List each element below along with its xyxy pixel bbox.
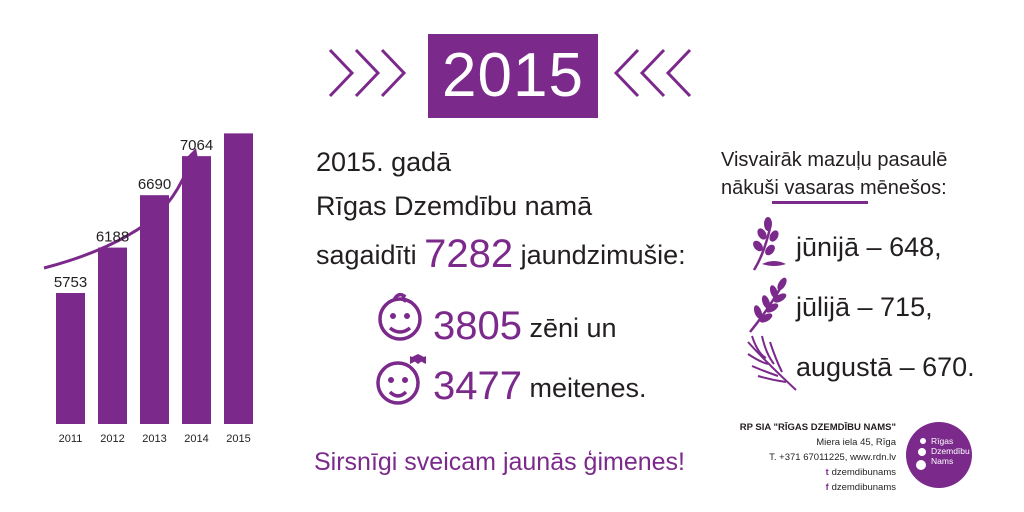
bar-2013: [140, 195, 169, 424]
girls-stat: 3477 meitenes.: [433, 364, 647, 409]
heading-underline: [772, 201, 868, 204]
logo-text: Rīgas Dzemdību Nams: [931, 436, 970, 466]
x-tick-2013: 2013: [142, 433, 166, 445]
boys-text: zēni un: [529, 313, 617, 343]
wheat-icon: [744, 276, 794, 341]
rdn-logo: Rīgas Dzemdību Nams: [906, 422, 972, 488]
month-july: jūlijā – 715,: [796, 292, 933, 322]
bar-2011: [56, 293, 85, 424]
births-bar-chart: 57536188669070647282 2011201220132014201…: [43, 133, 253, 445]
summary-line-2: Rīgas Dzemdību namā: [316, 191, 593, 221]
lavender-icon: [744, 214, 792, 279]
month-august: augustā – 670.: [796, 352, 975, 382]
boys-number: 3805: [433, 304, 522, 348]
baby-girl-face-icon: [372, 352, 428, 411]
footer-org: RP SIA "RĪGAS DZEMDĪBU NAMS": [739, 422, 896, 433]
summer-heading-1: Visvairāk mazuļu pasaulē: [721, 149, 948, 171]
footer-address: Miera iela 45, Rīga: [816, 437, 896, 448]
summary-prefix: sagaidīti: [316, 240, 417, 270]
summary-line-1: 2015. gadā: [316, 147, 452, 177]
x-tick-2012: 2012: [100, 433, 124, 445]
footer-facebook[interactable]: f dzemdibunams: [736, 480, 896, 495]
facebook-icon: f: [825, 482, 829, 492]
slogan: Sirsnīgi sveicam jaunās ģimenes!: [314, 448, 685, 476]
girls-number: 3477: [433, 364, 522, 408]
bar-2014: [182, 156, 211, 424]
x-tick-2015: 2015: [226, 433, 250, 445]
x-tick-2011: 2011: [59, 433, 83, 445]
twitter-handle: dzemdibunams: [831, 467, 896, 478]
summer-heading-2: nākuši vasaras mēnešos:: [721, 177, 947, 199]
chevron-right-decor-icon: [326, 42, 412, 104]
wheat-icon: [744, 332, 800, 399]
trend-arrow-head: [182, 148, 200, 170]
boys-stat: 3805 zēni un: [433, 304, 617, 349]
footer-twitter[interactable]: t dzemdibunams: [736, 465, 896, 480]
twitter-icon: t: [825, 467, 829, 477]
total-births-number: 7282: [424, 232, 514, 276]
footer-contact: RP SIA "RĪGAS DZEMDĪBU NAMS" Miera iela …: [736, 420, 896, 495]
value-label-2012: 6188: [96, 229, 129, 246]
summary-suffix: jaundzimušie:: [520, 240, 686, 270]
value-label-2011: 5753: [54, 274, 87, 291]
facebook-handle: dzemdibunams: [831, 482, 896, 493]
chevron-left-decor-icon: [612, 42, 698, 104]
month-june: jūnijā – 648,: [796, 232, 942, 262]
value-label-2013: 6690: [138, 176, 171, 193]
bar-2012: [98, 247, 127, 424]
baby-boy-face-icon: [372, 290, 428, 347]
trend-arrow: [43, 159, 193, 270]
x-tick-2014: 2014: [184, 433, 208, 445]
value-label-2014: 7064: [180, 137, 213, 154]
bar-2015: [224, 133, 253, 424]
summary-line-3: sagaidīti 7282 jaundzimušie:: [316, 234, 686, 274]
year-banner: 2015: [428, 34, 598, 118]
girls-text: meitenes.: [529, 373, 647, 403]
footer-phone-web: T. +371 67011225, www.rdn.lv: [769, 452, 896, 463]
